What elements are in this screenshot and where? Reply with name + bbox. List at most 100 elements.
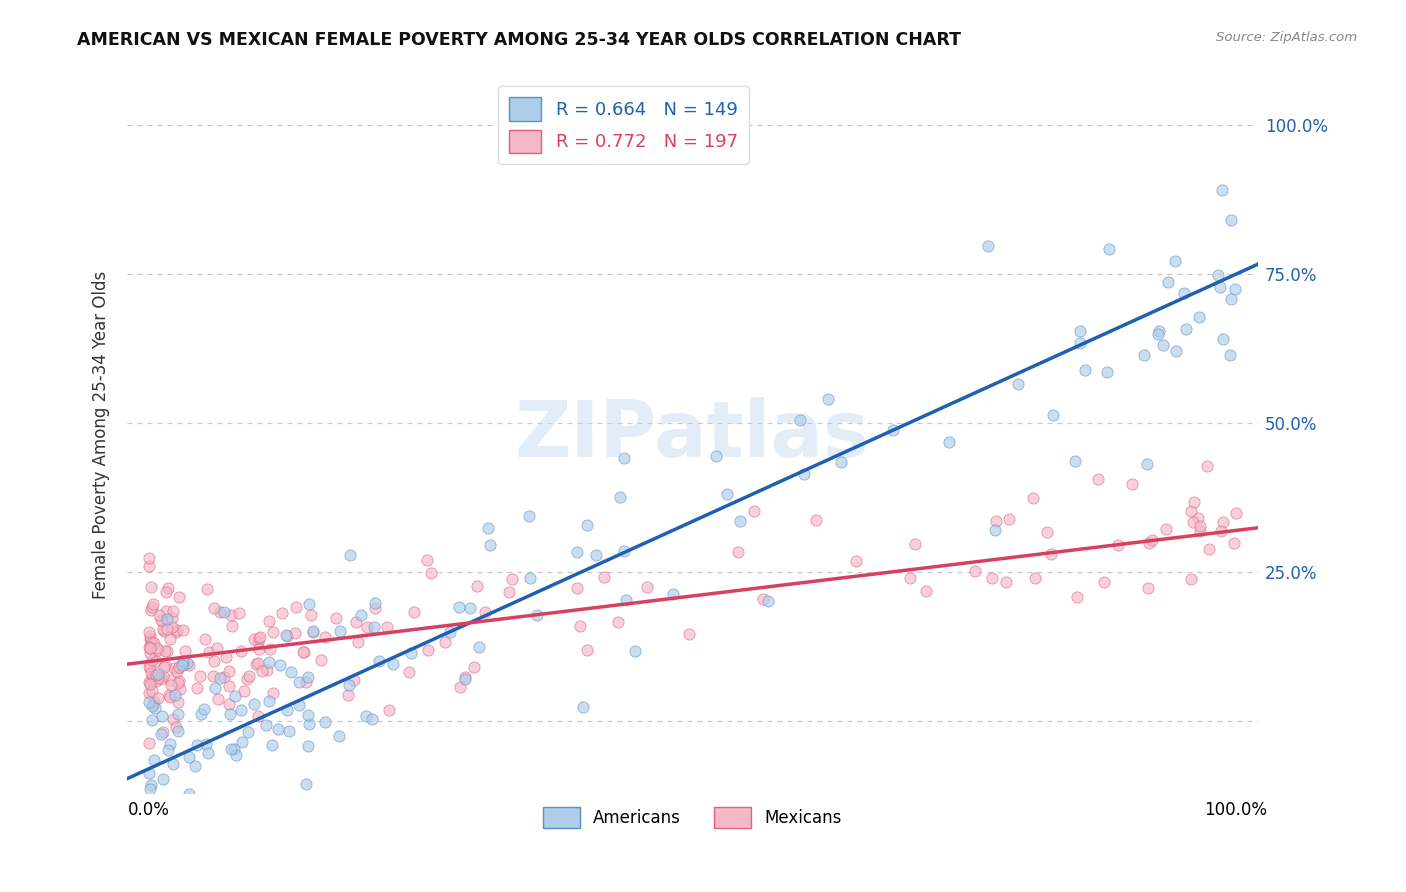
Point	[252, 664, 274, 678]
Point	[172, 656, 194, 670]
Point	[160, 619, 183, 633]
Point	[1198, 542, 1220, 557]
Point	[218, 679, 240, 693]
Point	[167, 724, 190, 739]
Point	[172, 658, 194, 673]
Point	[1098, 242, 1121, 256]
Point	[449, 681, 471, 695]
Point	[139, 580, 162, 594]
Point	[613, 544, 636, 558]
Point	[218, 664, 240, 678]
Point	[138, 640, 160, 655]
Point	[156, 743, 179, 757]
Point	[830, 455, 852, 469]
Point	[613, 451, 636, 466]
Point	[276, 629, 298, 643]
Point	[752, 592, 775, 607]
Point	[155, 657, 177, 672]
Point	[479, 538, 502, 552]
Point	[155, 604, 177, 618]
Point	[142, 697, 165, 711]
Point	[337, 678, 360, 692]
Point	[141, 665, 163, 680]
Point	[1064, 454, 1087, 468]
Point	[262, 685, 284, 699]
Point	[231, 735, 253, 749]
Point	[197, 747, 219, 761]
Point	[328, 729, 350, 743]
Text: Source: ZipAtlas.com: Source: ZipAtlas.com	[1216, 31, 1357, 45]
Point	[278, 724, 301, 739]
Point	[418, 643, 440, 657]
Point	[274, 627, 297, 641]
Point	[1042, 409, 1064, 423]
Point	[314, 630, 336, 644]
Point	[1107, 538, 1129, 552]
Point	[163, 661, 186, 675]
Point	[1225, 506, 1247, 520]
Point	[141, 635, 163, 649]
Point	[173, 644, 195, 658]
Point	[1069, 324, 1091, 338]
Point	[142, 636, 165, 650]
Point	[1220, 292, 1243, 306]
Point	[575, 518, 598, 533]
Point	[301, 624, 323, 639]
Point	[193, 702, 215, 716]
Y-axis label: Female Poverty Among 25-34 Year Olds: Female Poverty Among 25-34 Year Olds	[93, 271, 110, 599]
Point	[247, 641, 270, 656]
Point	[142, 753, 165, 767]
Point	[976, 238, 998, 252]
Point	[165, 625, 187, 640]
Point	[167, 590, 190, 604]
Point	[257, 655, 280, 669]
Point	[1133, 348, 1156, 362]
Point	[460, 601, 482, 615]
Point	[221, 741, 243, 756]
Point	[1173, 285, 1195, 300]
Point	[155, 839, 177, 854]
Point	[678, 626, 700, 640]
Point	[141, 684, 163, 698]
Point	[297, 739, 319, 753]
Point	[218, 697, 240, 711]
Point	[382, 657, 405, 671]
Point	[965, 564, 987, 578]
Point	[247, 635, 270, 649]
Point	[148, 691, 170, 706]
Point	[146, 672, 169, 686]
Point	[150, 709, 173, 723]
Point	[447, 600, 470, 615]
Point	[141, 669, 163, 683]
Point	[233, 864, 256, 879]
Point	[984, 514, 1007, 528]
Point	[1040, 547, 1063, 561]
Point	[415, 553, 437, 567]
Point	[202, 601, 225, 615]
Point	[238, 724, 260, 739]
Point	[155, 585, 177, 599]
Point	[361, 712, 384, 726]
Point	[1184, 495, 1206, 509]
Point	[169, 681, 191, 696]
Point	[247, 631, 270, 645]
Point	[186, 805, 208, 820]
Point	[205, 640, 228, 655]
Point	[145, 840, 167, 855]
Point	[149, 614, 172, 628]
Point	[1220, 213, 1243, 227]
Point	[159, 632, 181, 646]
Point	[201, 668, 224, 682]
Point	[1206, 268, 1229, 282]
Point	[217, 798, 239, 813]
Point	[981, 571, 1004, 585]
Point	[297, 717, 319, 731]
Point	[194, 737, 217, 751]
Point	[257, 694, 280, 708]
Point	[224, 689, 246, 703]
Point	[367, 654, 389, 668]
Point	[157, 688, 180, 702]
Point	[172, 654, 194, 668]
Point	[141, 713, 163, 727]
Point	[198, 645, 221, 659]
